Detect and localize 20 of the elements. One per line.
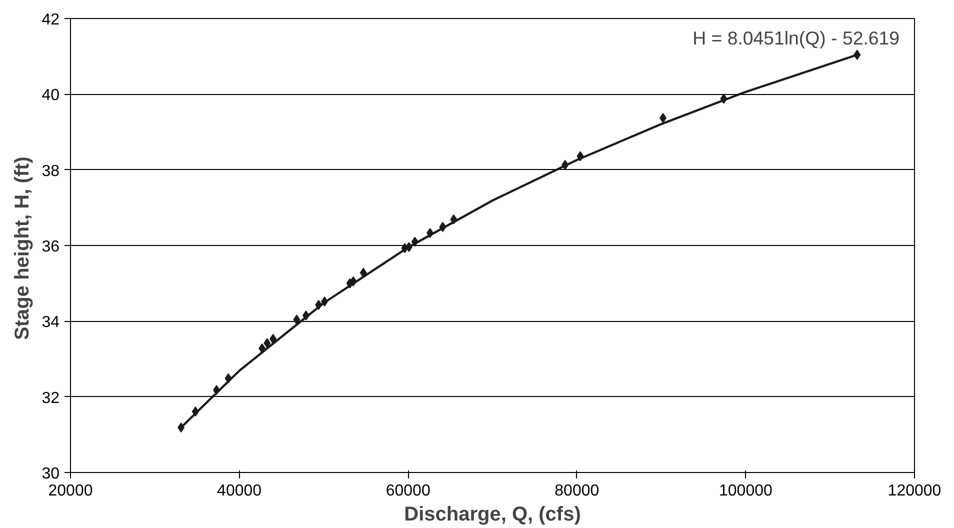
x-tick-label: 60000	[386, 482, 430, 500]
point	[270, 334, 277, 344]
x-tick-label: 40000	[217, 482, 262, 500]
point	[659, 113, 666, 123]
x-tick-label: 20000	[48, 482, 93, 500]
annotation: H = 8.0451ln(Q) - 52.619	[692, 28, 900, 48]
x-axis-title: Discharge, Q, (cfs)	[404, 504, 581, 526]
x-tick-label: 100000	[719, 482, 772, 500]
point	[293, 314, 300, 325]
point	[264, 338, 271, 348]
y-tick-label: 38	[42, 162, 60, 180]
x-tick-label: 120000	[888, 482, 942, 500]
y-tick-label: 36	[42, 238, 60, 256]
y-axis-title: Stage height, H, (ft)	[12, 156, 34, 340]
x-tick-label: 80000	[554, 482, 600, 500]
y-tick-label: 30	[42, 466, 60, 482]
y-tick-label: 40	[42, 87, 60, 104]
y-tick-label: 32	[42, 390, 60, 407]
y-tick-label: 42	[42, 12, 60, 28]
y-tick-label: 34	[42, 314, 60, 332]
